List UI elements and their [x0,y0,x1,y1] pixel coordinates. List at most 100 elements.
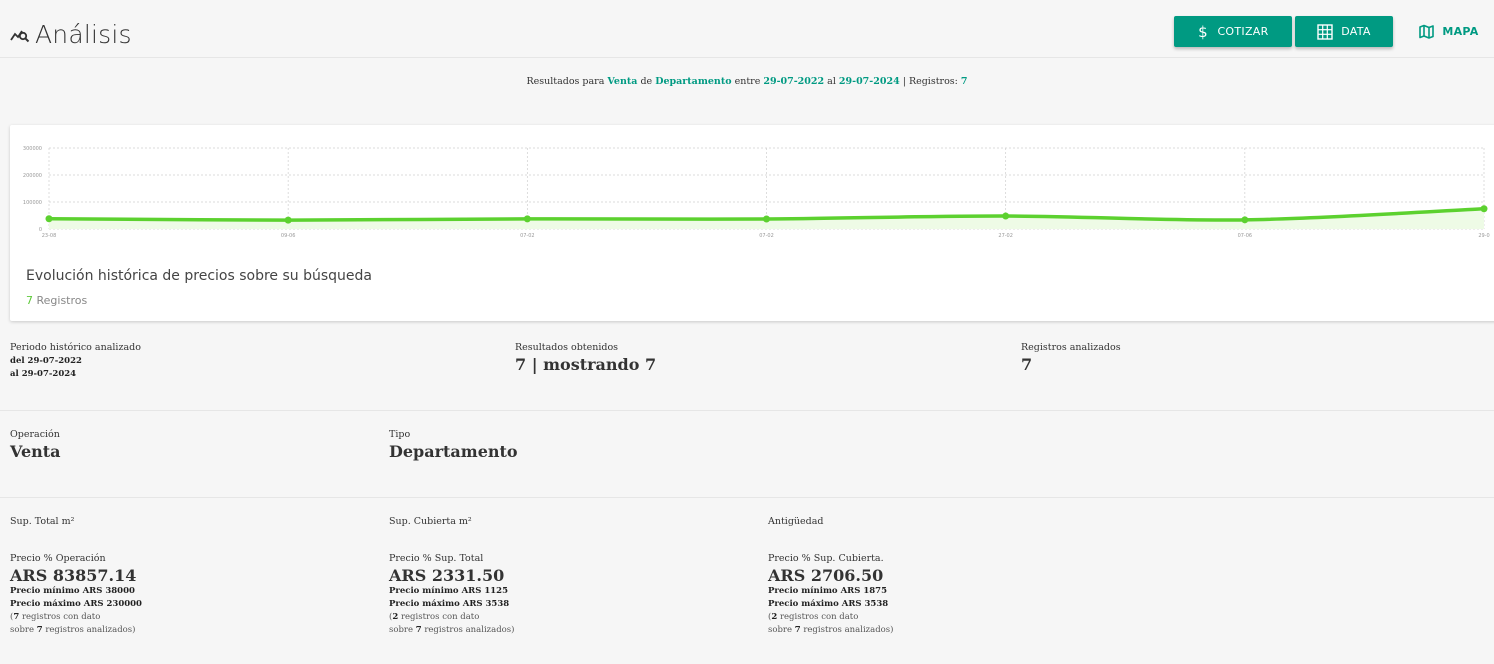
chart-count-label: Registros [36,294,88,307]
operacion-label: Operación [10,429,60,440]
price-max: Precio máximo ARS 3538 [768,599,889,609]
price-min: Precio mínimo ARS 38000 [10,586,135,596]
divider [0,497,1494,498]
cotizar-label: COTIZAR [1217,25,1269,38]
cotizar-button[interactable]: $ COTIZAR [1174,16,1292,47]
sup-total-label: Sup. Total m² [10,516,75,527]
periodo-hasta: al 29-07-2024 [10,369,77,379]
price-block-operacion: Precio % Operación ARS 83857.14 Precio m… [10,553,142,637]
summary-entre: entre [734,76,761,87]
mapa-label: MAPA [1442,25,1479,38]
price-note: (2 registros con dato [389,612,480,622]
price-note: (2 registros con dato [768,612,859,622]
dollar-icon: $ [1199,24,1209,40]
x-tick-label: 27-02 [998,233,1013,239]
y-tick-label: 0 [39,227,42,233]
x-tick-label: 07-06 [1238,233,1253,239]
con-dato-count: 7 [13,612,20,622]
summary-prefix: Resultados para [526,76,605,87]
data-label: DATA [1341,25,1371,38]
price-note: sobre 7 registros analizados) [768,624,893,637]
x-tick-label: 07-02 [759,233,774,239]
sobre-label: sobre [768,625,793,635]
x-tick-label: 07-02 [520,233,535,239]
chart-title: Evolución histórica de precios sobre su … [26,268,372,284]
registros-label: Registros analizados [1021,342,1121,353]
periodo-label: Periodo histórico analizado [10,342,141,353]
resultados-stat: Resultados obtenidos 7 | mostrando 7 [515,342,656,374]
y-tick-label: 200000 [23,173,42,179]
data-point [763,215,770,223]
total-label: registros analizados) [45,625,136,635]
total-count: 7 [794,625,801,635]
data-point [523,215,531,223]
data-point [1480,205,1488,213]
price-min: Precio mínimo ARS 1875 [768,586,887,596]
price-value: ARS 2331.50 [389,566,505,585]
table-icon [1317,23,1333,40]
y-tick-label: 100000 [23,200,42,206]
price-max: Precio máximo ARS 230000 [10,599,142,609]
periodo-stat: Periodo histórico analizado del 29-07-20… [10,342,141,381]
tipo-value: Departamento [389,442,518,461]
data-point [1241,216,1249,224]
price-note: sobre 7 registros analizados) [10,624,142,637]
sobre-label: sobre [389,625,414,635]
summary-registros-label: | Registros: [902,76,958,87]
periodo-desde: del 29-07-2022 [10,356,82,366]
search-summary: Resultados para Venta de Departamento en… [0,76,1494,87]
con-dato-label: registros con dato [400,612,480,622]
price-max: Precio máximo ARS 3538 [389,599,510,609]
summary-registros: 7 [960,76,968,87]
series-area [49,208,1484,229]
price-block-sup-total: Precio % Sup. Total ARS 2331.50 Precio m… [389,553,514,637]
analytics-icon [10,30,30,42]
data-button[interactable]: DATA [1295,16,1393,47]
x-tick-label: 29-0 [1478,233,1489,239]
total-count: 7 [36,625,43,635]
price-chart: 300000 200000 100000 023-08 09-06 07-02 07-02 2… [23,146,1490,239]
title-wrap: Análisis [10,20,132,49]
total-label: registros analizados) [803,625,894,635]
operacion-stat: Operación Venta [10,429,61,461]
registros-stat: Registros analizados 7 [1021,342,1121,374]
data-point [284,216,292,224]
svg-text:$: $ [1199,24,1209,40]
x-tick-label: 23-08 [42,233,57,239]
page-title: Análisis [35,20,132,49]
mapa-button[interactable]: MAPA [1414,16,1484,47]
summary-hasta: 29-07-2024 [838,76,900,87]
price-label: Precio % Operación [10,553,106,564]
con-dato-label: registros con dato [21,612,101,622]
total-label: registros analizados) [424,625,515,635]
price-note: (7 registros con dato [10,612,101,622]
registros-value: 7 [1021,355,1033,374]
tipo-stat: Tipo Departamento [389,429,518,461]
antiguedad-label: Antigüedad [768,516,824,527]
summary-operacion: Venta [607,76,638,87]
map-icon [1419,24,1435,39]
tipo-label: Tipo [389,429,411,440]
price-label: Precio % Sup. Total [389,553,484,564]
resultados-label: Resultados obtenidos [515,342,619,353]
chart-count: 7 Registros [26,294,87,307]
data-point [1002,212,1010,220]
operacion-value: Venta [10,442,61,461]
chart-count-value: 7 [26,294,33,307]
summary-desde: 29-07-2022 [763,76,825,87]
resultados-value: 7 | mostrando 7 [515,355,657,374]
price-min: Precio mínimo ARS 1125 [389,586,508,596]
price-label: Precio % Sup. Cubierta. [768,553,884,564]
divider [0,410,1494,411]
summary-de: de [640,76,653,87]
summary-tipo: Departamento [655,76,732,87]
data-point [45,215,53,223]
price-note: sobre 7 registros analizados) [389,624,514,637]
x-tick-label: 09-06 [281,233,296,239]
y-tick-label: 300000 [23,146,42,152]
sobre-label: sobre [10,625,35,635]
price-block-sup-cubierta: Precio % Sup. Cubierta. ARS 2706.50 Prec… [768,553,893,637]
summary-al: al [827,76,836,87]
con-dato-count: 2 [771,612,778,622]
price-value: ARS 83857.14 [10,566,137,585]
